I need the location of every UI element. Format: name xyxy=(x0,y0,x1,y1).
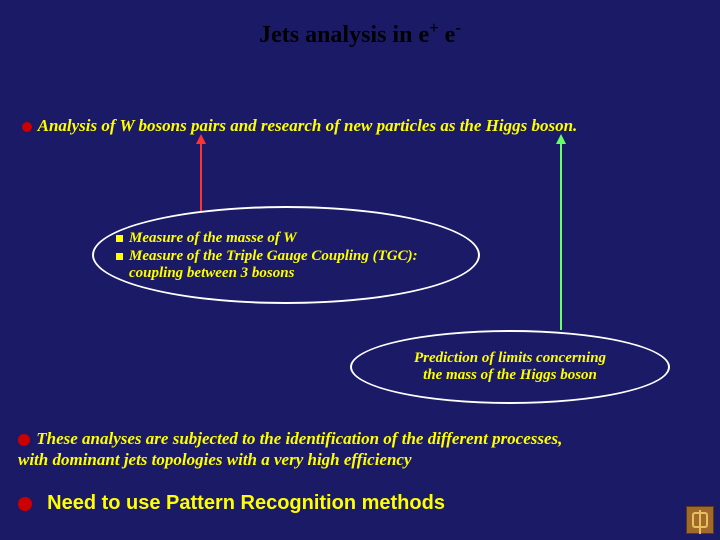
bullet-processes-line2: with dominant jets topologies with a ver… xyxy=(18,450,412,469)
bullet-processes: These analyses are subjected to the iden… xyxy=(18,428,562,471)
callout-line: Measure of the Triple Gauge Coupling (TG… xyxy=(129,248,418,265)
slide: Jets analysis in e+ e- Analysis of W bos… xyxy=(0,0,720,540)
square-bullet-icon xyxy=(116,235,123,242)
institution-logo-icon xyxy=(686,506,714,534)
title-sup-plus: + xyxy=(429,18,439,37)
callout-row: Measure of the Triple Gauge Coupling (TG… xyxy=(116,247,456,265)
bullet-analysis: Analysis of W bosons pairs and research … xyxy=(22,116,577,136)
callout-higgs-limits: Prediction of limits concerning the mass… xyxy=(350,330,670,404)
callout-line: the mass of the Higgs boson xyxy=(423,367,597,384)
title-prefix: Jets analysis in e xyxy=(259,22,429,48)
bullet-processes-line1: These analyses are subjected to the iden… xyxy=(36,429,562,448)
bullet-analysis-text: Analysis of W bosons pairs and research … xyxy=(38,116,578,135)
callout-line: Measure of the masse of W xyxy=(129,230,297,247)
callout-row: coupling between 3 bosons xyxy=(116,265,456,282)
callout-line: coupling between 3 bosons xyxy=(129,265,294,282)
title-sup-minus: - xyxy=(455,18,461,37)
title-mid: e xyxy=(439,22,456,48)
callout-row: Measure of the masse of W xyxy=(116,229,456,247)
bullet-pattern-recognition-text: Need to use Pattern Recognition methods xyxy=(47,492,445,514)
square-bullet-icon xyxy=(116,253,123,260)
slide-title: Jets analysis in e+ e- xyxy=(0,18,720,49)
callout-line: Prediction of limits concerning xyxy=(414,350,606,367)
bullet-dot-icon xyxy=(18,434,30,446)
arrow-to-higgs xyxy=(560,136,562,330)
arrow-shaft xyxy=(200,136,202,212)
arrow-shaft xyxy=(560,136,562,330)
arrow-head-icon xyxy=(556,134,566,144)
bullet-dot-icon xyxy=(18,497,32,511)
arrow-to-w-bosons xyxy=(200,136,202,212)
arrow-head-icon xyxy=(196,134,206,144)
bullet-dot-icon xyxy=(22,122,32,132)
callout-w-measure: Measure of the masse of W Measure of the… xyxy=(92,206,480,304)
bullet-pattern-recognition: Need to use Pattern Recognition methods xyxy=(18,492,445,515)
logo-glyph xyxy=(692,512,708,528)
